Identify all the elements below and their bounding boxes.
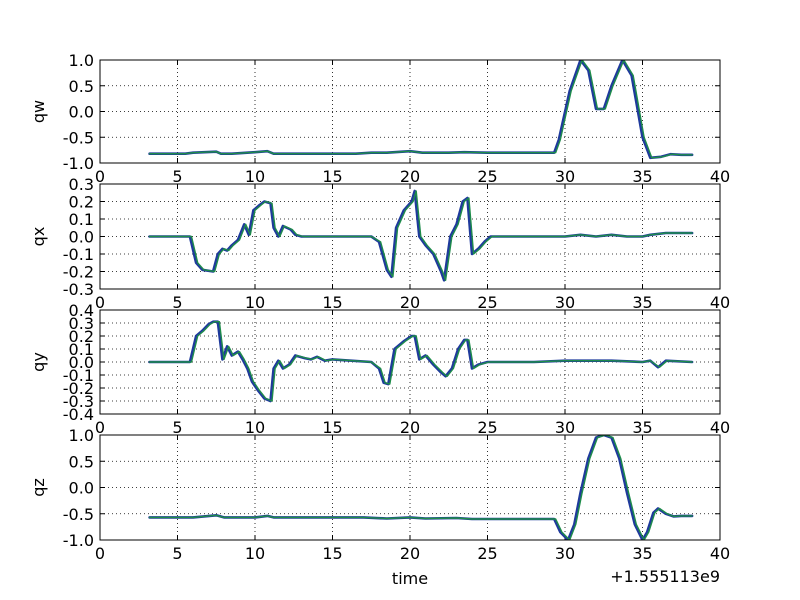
x-tick-label: 30 (555, 544, 575, 563)
y-axis-label: qy (29, 352, 48, 372)
x-tick-label: 40 (710, 418, 730, 437)
x-axis-offset-text: +1.555113e9 (610, 567, 720, 586)
y-tick-label: 0.3 (69, 314, 94, 333)
series-line-2 (148, 60, 693, 159)
x-tick-label: 10 (245, 293, 265, 312)
y-tick-label: -0.1 (63, 245, 94, 264)
axes-frame (99, 183, 721, 290)
subplot-qw: 0 5 10 15 20 25 30 35 40 -1.0 -0.5 0.0 0.5 1.0 qw (29, 51, 730, 186)
x-axis-label: time (392, 569, 428, 588)
y-tick-label: -0.2 (63, 263, 94, 282)
y-tick-label: 0.3 (69, 175, 94, 194)
y-tick-label: 0.0 (69, 103, 94, 122)
x-tick-label: 20 (400, 418, 420, 437)
x-tick-label: 15 (322, 167, 342, 186)
x-tick-label: 10 (245, 544, 265, 563)
y-tick-label: 0.1 (69, 210, 94, 229)
x-tick-label: 35 (632, 418, 652, 437)
x-tick-label: 15 (322, 293, 342, 312)
y-tick-label: 1.0 (69, 426, 94, 445)
series-line-2 (148, 435, 693, 540)
x-tick-label: 5 (172, 293, 182, 312)
subplot-qy: 0 5 10 15 20 25 30 35 40-0.4-0.3-0.2-0.10.00.10.… (29, 301, 730, 437)
series-line-1 (148, 60, 694, 160)
y-tick-label: 0.0 (69, 353, 94, 372)
y-tick-label: -0.4 (63, 405, 94, 424)
y-tick-label: -1.0 (63, 154, 94, 173)
y-axis-label: qw (29, 100, 48, 123)
subplot-qz: 0 5 10 15 20 25 30 35 40 -1.0 -0.5 0.0 0.5 1.0 qz (29, 426, 730, 563)
y-tick-label: 0.5 (69, 77, 94, 96)
x-tick-label: 40 (710, 293, 730, 312)
x-tick-label: 5 (172, 167, 182, 186)
x-tick-label: 40 (710, 544, 730, 563)
x-tick-label: 15 (322, 544, 342, 563)
y-tick-label: -0.5 (63, 505, 94, 524)
x-tick-label: 0 (95, 418, 105, 437)
x-tick-label: 30 (555, 167, 575, 186)
axes-frame (99, 434, 721, 541)
x-tick-label: 15 (322, 418, 342, 437)
x-tick-label: 25 (477, 544, 497, 563)
x-tick-label: 0 (95, 544, 105, 563)
x-tick-label: 10 (245, 167, 265, 186)
x-tick-label: 35 (632, 293, 652, 312)
y-tick-label: 0.2 (69, 193, 94, 212)
y-tick-label: -0.1 (63, 366, 94, 385)
x-tick-label: 40 (710, 167, 730, 186)
x-tick-label: 20 (400, 167, 420, 186)
y-tick-label: -0.2 (63, 379, 94, 398)
x-tick-label: 25 (477, 167, 497, 186)
y-tick-label: 0.1 (69, 340, 94, 359)
axes-frame (99, 309, 721, 415)
x-tick-label: 20 (400, 544, 420, 563)
y-tick-label: 0.2 (69, 327, 94, 346)
subplot-qx: 0 5 10 15 20 25 30 35 40 -0.3-0.2-0.10.00.10.20.3… (29, 175, 730, 312)
y-tick-label: 0.0 (69, 479, 94, 498)
x-tick-label: 5 (172, 544, 182, 563)
x-tick-label: 25 (477, 293, 497, 312)
y-tick-label: 0.5 (69, 452, 94, 471)
y-axis-label: qz (29, 478, 48, 497)
y-tick-label: 1.0 (69, 51, 94, 70)
x-tick-label: 35 (632, 167, 652, 186)
series-line-2 (148, 190, 693, 281)
x-tick-label: 0 (95, 167, 105, 186)
x-tick-label: 30 (555, 293, 575, 312)
axes-frame (99, 59, 721, 164)
x-tick-label: 20 (400, 293, 420, 312)
y-tick-label: -1.0 (63, 531, 94, 550)
y-tick-label: 0.0 (69, 228, 94, 247)
x-tick-label: 35 (632, 544, 652, 563)
y-tick-label: -0.3 (63, 392, 94, 411)
y-tick-label: -0.3 (63, 280, 94, 299)
y-tick-label: -0.5 (63, 128, 94, 147)
x-tick-label: 5 (172, 418, 182, 437)
x-tick-label: 25 (477, 418, 497, 437)
x-tick-label: 0 (95, 293, 105, 312)
series-line-2 (148, 321, 693, 402)
y-axis-label: qx (29, 227, 48, 247)
x-tick-label: 30 (555, 418, 575, 437)
x-tick-label: 10 (245, 418, 265, 437)
y-tick-label: 0.4 (69, 301, 94, 320)
